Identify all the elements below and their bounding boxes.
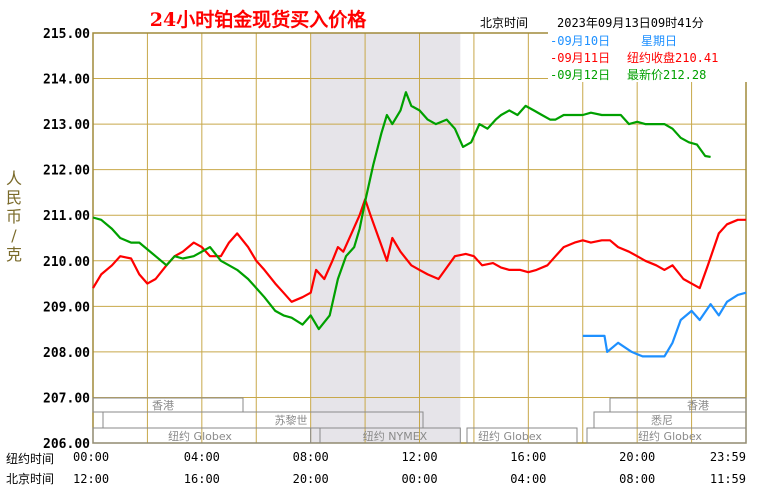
y-tick-label: 208.00 — [43, 346, 90, 361]
y-tick-label: 213.00 — [43, 118, 90, 133]
ny-time-label: 纽约时间 — [6, 451, 54, 466]
series-line-1 — [92, 198, 746, 303]
y-axis-label-char: 克 — [6, 245, 22, 264]
bj-time-label: 北京时间 — [6, 472, 54, 486]
session-ny-nymex-box — [310, 427, 461, 444]
bj-time-tick: 12:00 — [73, 472, 109, 486]
y-tick-label: 207.00 — [43, 391, 90, 406]
y-axis-label-char: / — [11, 226, 17, 245]
session-ny-globex-label-1: 纽约 Globex — [168, 429, 232, 443]
series-line-2 — [92, 91, 711, 331]
session-hongkong-label: 香港 — [152, 399, 174, 412]
x-axis-ticks: 00:00 04:00 08:00 12:00 16:00 20:00 23:59 12:00… — [73, 450, 746, 486]
ny-time-tick: 00:00 — [73, 450, 109, 464]
ny-time-tick: 20:00 — [619, 450, 655, 464]
series-lines — [92, 91, 747, 358]
y-axis-label-char: 币 — [6, 207, 22, 226]
location-label: 北京时间 — [480, 16, 528, 30]
bj-time-tick: 11:59 — [710, 472, 746, 486]
session-ny-globex-box-1 — [92, 427, 321, 444]
y-tick-label: 209.00 — [43, 300, 90, 315]
legend: -09月10日 星期日 -09月11日 纽约收盘210.41 -09月12日 最… — [548, 32, 748, 82]
series-line-0 — [582, 291, 747, 358]
y-tick-label: 214.00 — [43, 73, 90, 88]
session-ny-globex-box-2 — [466, 427, 578, 444]
legend-item-1-date: -09月11日 — [550, 51, 610, 65]
session-hongkong-box-2 — [609, 397, 747, 413]
session-hongkong-label-2: 香港 — [687, 399, 709, 412]
nymex-session-shade — [310, 33, 461, 443]
legend-item-0-date: -09月10日 — [550, 34, 610, 48]
bj-time-tick: 00:00 — [401, 472, 437, 486]
ny-time-tick: 08:00 — [293, 450, 329, 464]
ny-time-tick: 23:59 — [710, 450, 746, 464]
session-sydney-label: 悉尼 — [651, 414, 673, 427]
session-ny-globex-label-3: 纽约 Globex — [638, 429, 702, 443]
y-axis-label-char: 民 — [6, 188, 22, 207]
session-ny-globex-label-2: 纽约 Globex — [478, 429, 542, 443]
ny-time-tick: 04:00 — [184, 450, 220, 464]
bj-time-tick: 20:00 — [293, 472, 329, 486]
y-axis-label: 人民币/克 — [6, 169, 22, 264]
y-tick-label: 206.00 — [43, 437, 90, 452]
timestamp: 2023年09月13日09时41分 — [557, 16, 704, 30]
legend-item-1-info: 纽约收盘210.41 — [627, 50, 718, 65]
session-ny-globex-box-3 — [586, 427, 747, 444]
chart-title: 24小时铂金现货买入价格 — [150, 8, 367, 31]
ny-time-tick: 12:00 — [401, 450, 437, 464]
y-tick-label: 212.00 — [43, 164, 90, 179]
y-axis-label-char: 人 — [6, 169, 22, 188]
legend-item-0-info: 星期日 — [641, 34, 677, 48]
y-tick-label: 215.00 — [43, 27, 90, 42]
bj-time-tick: 08:00 — [619, 472, 655, 486]
bj-time-tick: 16:00 — [184, 472, 220, 486]
legend-item-2-info: 最新价212.28 — [627, 67, 706, 82]
legend-item-2-date: -09月12日 — [550, 68, 610, 82]
bj-time-tick: 04:00 — [510, 472, 546, 486]
session-paris-label: 苏黎世 — [275, 413, 308, 427]
y-tick-label: 210.00 — [43, 255, 90, 270]
y-tick-label: 211.00 — [43, 209, 90, 224]
session-ny-nymex-label: 纽约 NYMEX — [363, 429, 428, 443]
ny-time-tick: 16:00 — [510, 450, 546, 464]
